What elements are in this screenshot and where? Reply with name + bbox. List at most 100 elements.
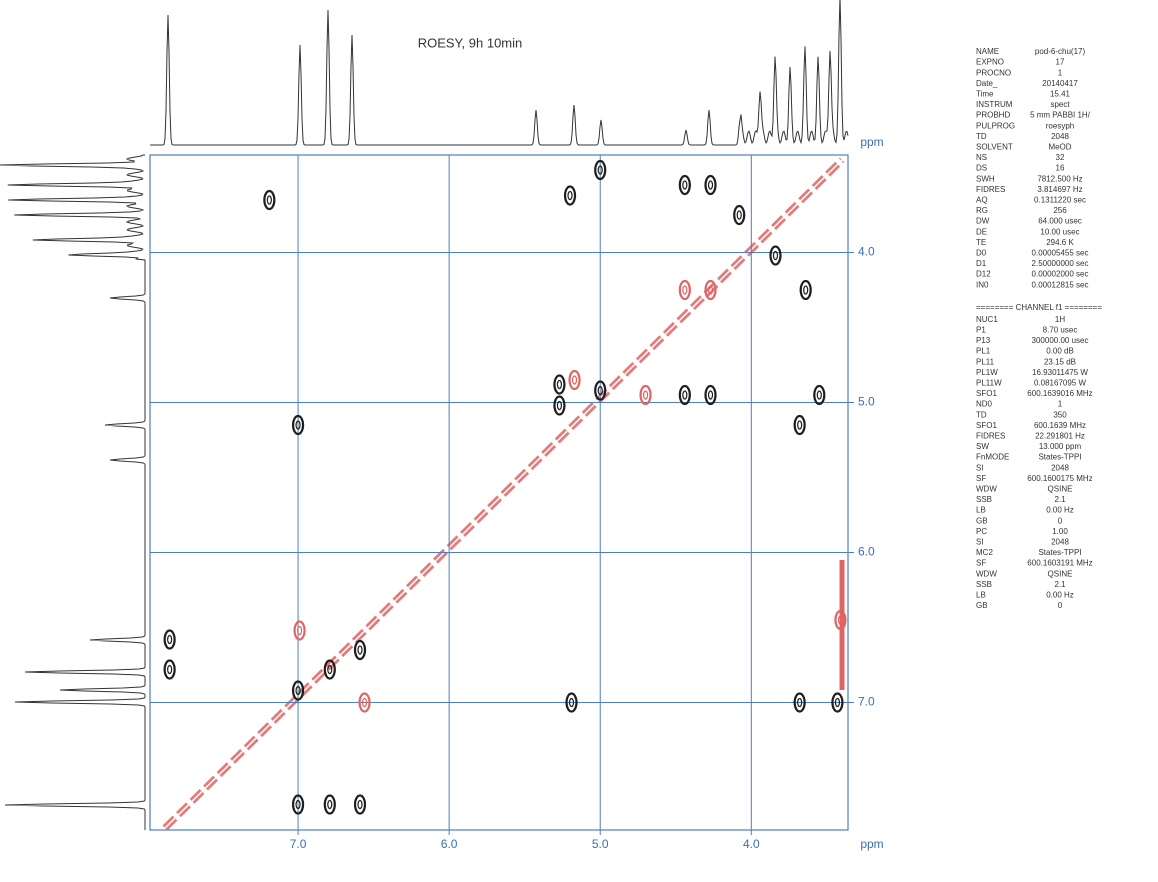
param-value: 2048 — [1051, 132, 1069, 141]
cross-peak-core — [567, 190, 573, 201]
param-value: 0.00012815 sec — [1032, 280, 1089, 289]
cross-peak-core — [296, 625, 303, 636]
param-name: SFO1 — [976, 389, 997, 398]
cross-peak-core — [266, 195, 272, 205]
param-value: 294.6 K — [1046, 238, 1074, 247]
cross-peak-core — [327, 664, 333, 675]
param-name: DS — [976, 164, 987, 173]
param-name: Time — [976, 90, 994, 99]
cross-peak — [704, 174, 717, 196]
cross-peak — [291, 414, 305, 436]
x-tick-label: 6.0 — [441, 837, 458, 851]
param-value: pod-6-chu(17) — [1035, 47, 1086, 56]
param-value: 600.1603191 MHz — [1027, 559, 1092, 568]
cross-peak — [358, 692, 371, 713]
cross-peak-core — [682, 180, 688, 190]
param-value: 1 — [1058, 68, 1063, 77]
param-name: GB — [976, 516, 988, 525]
cross-peak — [291, 680, 305, 701]
cross-peak-core — [772, 250, 779, 261]
param-value: 0 — [1058, 516, 1063, 525]
cross-peak-core — [295, 685, 301, 696]
param-name: GB — [976, 601, 988, 610]
param-name: EXPNO — [976, 58, 1004, 67]
cross-peak-core — [642, 390, 649, 400]
param-name: SI — [976, 538, 984, 547]
param-value: 10.00 usec — [1040, 227, 1079, 236]
param-name: SW — [976, 442, 989, 451]
cross-peak-core — [707, 285, 714, 295]
param-name: SF — [976, 474, 986, 483]
cross-peak-core — [797, 420, 803, 430]
param-name: IN0 — [976, 280, 989, 289]
param-name: PL1W — [976, 368, 998, 377]
y-tick-label: 5.0 — [858, 395, 875, 409]
param-name: P13 — [976, 336, 991, 345]
plot-frame — [149, 154, 849, 831]
cross-peak — [163, 659, 176, 680]
cross-peak-core — [597, 385, 603, 396]
param-value: 2.1 — [1054, 495, 1066, 504]
cross-peak-core — [357, 799, 363, 810]
param-value: 17 — [1056, 58, 1065, 67]
param-name: PL11 — [976, 357, 995, 366]
param-name: PC — [976, 527, 987, 536]
cross-peak-core — [707, 180, 714, 190]
cross-peak — [594, 159, 607, 181]
cross-peak — [553, 374, 566, 395]
param-name: LB — [976, 591, 986, 600]
cross-peak-core — [556, 379, 563, 390]
param-value: 13.000 ppm — [1039, 442, 1082, 451]
cross-peak — [834, 609, 847, 631]
param-value: 23.15 dB — [1044, 357, 1076, 366]
param-name: MC2 — [976, 548, 993, 557]
cross-peak-core — [682, 285, 688, 295]
cross-peak — [565, 692, 578, 713]
cross-peak-core — [797, 697, 803, 708]
cross-peak-core — [803, 285, 809, 295]
param-name: TD — [976, 410, 987, 419]
param-value: 8.70 usec — [1043, 326, 1078, 335]
param-value: QSINE — [1048, 485, 1073, 494]
param-value: States-TPPI — [1038, 453, 1081, 462]
parameters: NAME pod-6-chu(17) EXPNO 17 PROCNO 1 Date_ 2014… — [976, 47, 1102, 610]
param-value: 32 — [1056, 153, 1065, 162]
param-name: RG — [976, 206, 988, 215]
param-value: spect — [1050, 100, 1070, 109]
param-name: SSB — [976, 580, 992, 589]
param-value: 0.00005455 sec — [1032, 249, 1089, 258]
cross-peak — [553, 395, 566, 416]
param-name: NUC1 — [976, 315, 998, 324]
cross-peak — [799, 279, 812, 301]
param-name: D12 — [976, 270, 991, 279]
param-name: SWH — [976, 174, 995, 183]
param-name: ND0 — [976, 400, 993, 409]
param-name: Date_ — [976, 79, 998, 88]
cross-peak — [678, 279, 691, 301]
cross-peak — [323, 659, 336, 680]
cross-peak — [678, 384, 691, 406]
cross-peak — [323, 794, 336, 815]
cross-peak — [831, 692, 844, 713]
param-value: 600.1639016 MHz — [1027, 389, 1092, 398]
cross-peak — [353, 639, 367, 661]
param-section: ======== CHANNEL f1 ======== — [976, 303, 1102, 312]
param-value: 16.93011475 W — [1032, 368, 1088, 377]
param-value: 16 — [1056, 164, 1065, 173]
cross-peak — [678, 174, 691, 196]
cross-peak — [793, 692, 806, 713]
cross-peak-core — [837, 615, 844, 625]
param-name: D1 — [976, 259, 987, 268]
param-value: 64.000 usec — [1038, 217, 1082, 226]
cross-peak — [353, 794, 367, 815]
param-name: SOLVENT — [976, 143, 1013, 152]
param-name: INSTRUM — [976, 100, 1013, 109]
param-value: 3.814697 Hz — [1037, 185, 1082, 194]
y-tick-label: 6.0 — [858, 545, 875, 559]
param-value: 0.00002000 sec — [1032, 270, 1089, 279]
cross-peak-core — [556, 400, 563, 411]
param-value: MeOD — [1048, 143, 1071, 152]
param-value: 1H — [1055, 315, 1065, 324]
param-name: SSB — [976, 495, 992, 504]
